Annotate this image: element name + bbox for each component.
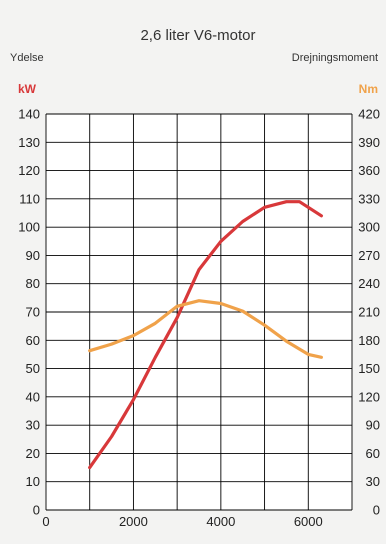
right-tick-label: 150 bbox=[358, 361, 380, 376]
left-tick-label: 110 bbox=[19, 191, 40, 206]
right-tick-label: 210 bbox=[358, 305, 380, 320]
x-tick-label: 4000 bbox=[206, 514, 235, 529]
x-tick-label: 6000 bbox=[294, 514, 323, 529]
right-tick-label: 360 bbox=[358, 163, 380, 178]
left-axis-ticks: 0 10 20 30 40 50 60 70 80 90 100 110 120 130 140 bbox=[18, 107, 40, 518]
left-tick-label: 100 bbox=[18, 220, 40, 235]
right-tick-label: 420 bbox=[358, 107, 380, 122]
right-tick-label: 30 bbox=[366, 474, 380, 489]
right-tick-label: 270 bbox=[358, 248, 380, 263]
left-tick-label: 60 bbox=[26, 333, 40, 348]
chart-title: 2,6 liter V6-motor bbox=[140, 27, 255, 44]
left-axis-unit: kW bbox=[18, 82, 37, 96]
left-tick-label: 20 bbox=[26, 446, 40, 461]
right-tick-label: 90 bbox=[366, 418, 380, 433]
right-tick-label: 180 bbox=[358, 333, 380, 348]
right-tick-label: 330 bbox=[358, 191, 380, 206]
grid bbox=[45, 113, 353, 511]
left-tick-label: 50 bbox=[26, 361, 40, 376]
x-tick-label: 2000 bbox=[119, 514, 148, 529]
left-tick-label: 40 bbox=[26, 389, 40, 404]
left-tick-label: 80 bbox=[26, 276, 40, 291]
right-axis-unit: Nm bbox=[359, 82, 378, 96]
left-tick-label: 10 bbox=[26, 474, 40, 489]
right-tick-label: 120 bbox=[358, 389, 380, 404]
left-tick-label: 0 bbox=[33, 503, 40, 518]
left-tick-label: 90 bbox=[26, 248, 40, 263]
right-tick-label: 0 bbox=[373, 503, 380, 518]
x-axis-ticks: 0 2000 4000 6000 bbox=[42, 514, 322, 529]
left-tick-label: 140 bbox=[18, 107, 40, 122]
left-tick-label: 130 bbox=[18, 135, 40, 150]
left-tick-label: 30 bbox=[26, 418, 40, 433]
x-tick-label: 0 bbox=[42, 514, 49, 529]
left-tick-label: 120 bbox=[18, 163, 40, 178]
power-series-line bbox=[88, 200, 323, 470]
left-axis-title: Ydelse bbox=[10, 52, 44, 64]
left-tick-label: 70 bbox=[26, 305, 40, 320]
torque-series-line bbox=[88, 299, 323, 359]
right-tick-label: 390 bbox=[358, 135, 380, 150]
right-tick-label: 300 bbox=[358, 220, 380, 235]
right-axis-title: Drejningsmoment bbox=[292, 52, 378, 64]
series-layer bbox=[88, 200, 323, 470]
right-axis-ticks: 0 30 60 90 120 150 180 210 240 270 300 330 360 390 420 bbox=[358, 107, 380, 518]
right-tick-label: 240 bbox=[358, 276, 380, 291]
right-tick-label: 60 bbox=[366, 446, 380, 461]
